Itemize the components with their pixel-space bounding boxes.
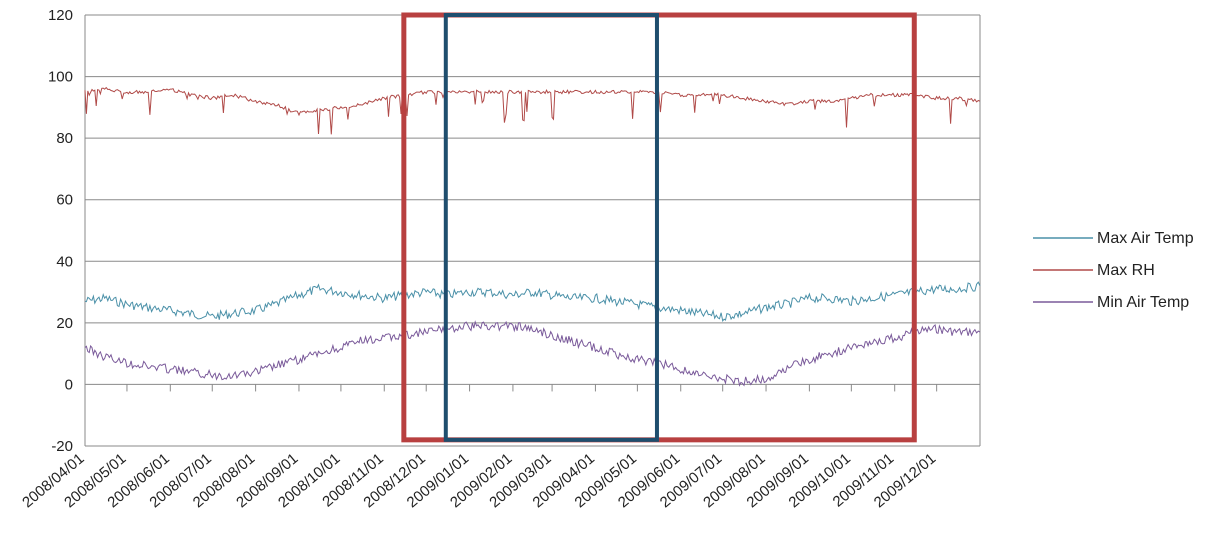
y-tick-label: -20 [51, 438, 73, 455]
legend-label: Max Air Temp [1097, 230, 1194, 247]
series-line-max-rh [84, 86, 981, 135]
y-tick-label: 120 [48, 7, 73, 24]
y-tick-label: 0 [65, 376, 73, 393]
series-lines [84, 86, 981, 387]
y-tick-label: 40 [56, 253, 73, 270]
y-tick-label: 100 [48, 69, 73, 86]
highlight-rect-outer [401, 12, 917, 443]
y-tick-label: 80 [56, 130, 73, 147]
legend: Max Air Temp Max RH Min Air Temp [1033, 230, 1194, 311]
y-tick-label: 20 [56, 315, 73, 332]
legend-label: Min Air Temp [1097, 294, 1189, 311]
y-tick-label: 60 [56, 192, 73, 209]
series-line-max-air-temp [84, 281, 981, 323]
x-axis: 2008/04/012008/05/012008/06/012008/07/01… [19, 384, 939, 511]
highlight-rect-inner [443, 13, 659, 442]
y-axis: 120 100 80 60 40 20 0 -20 [48, 7, 73, 455]
highlight-annotations [401, 12, 917, 443]
series-line-min-air-temp [84, 320, 981, 387]
gridlines [84, 14, 981, 447]
legend-label: Max RH [1097, 262, 1155, 279]
